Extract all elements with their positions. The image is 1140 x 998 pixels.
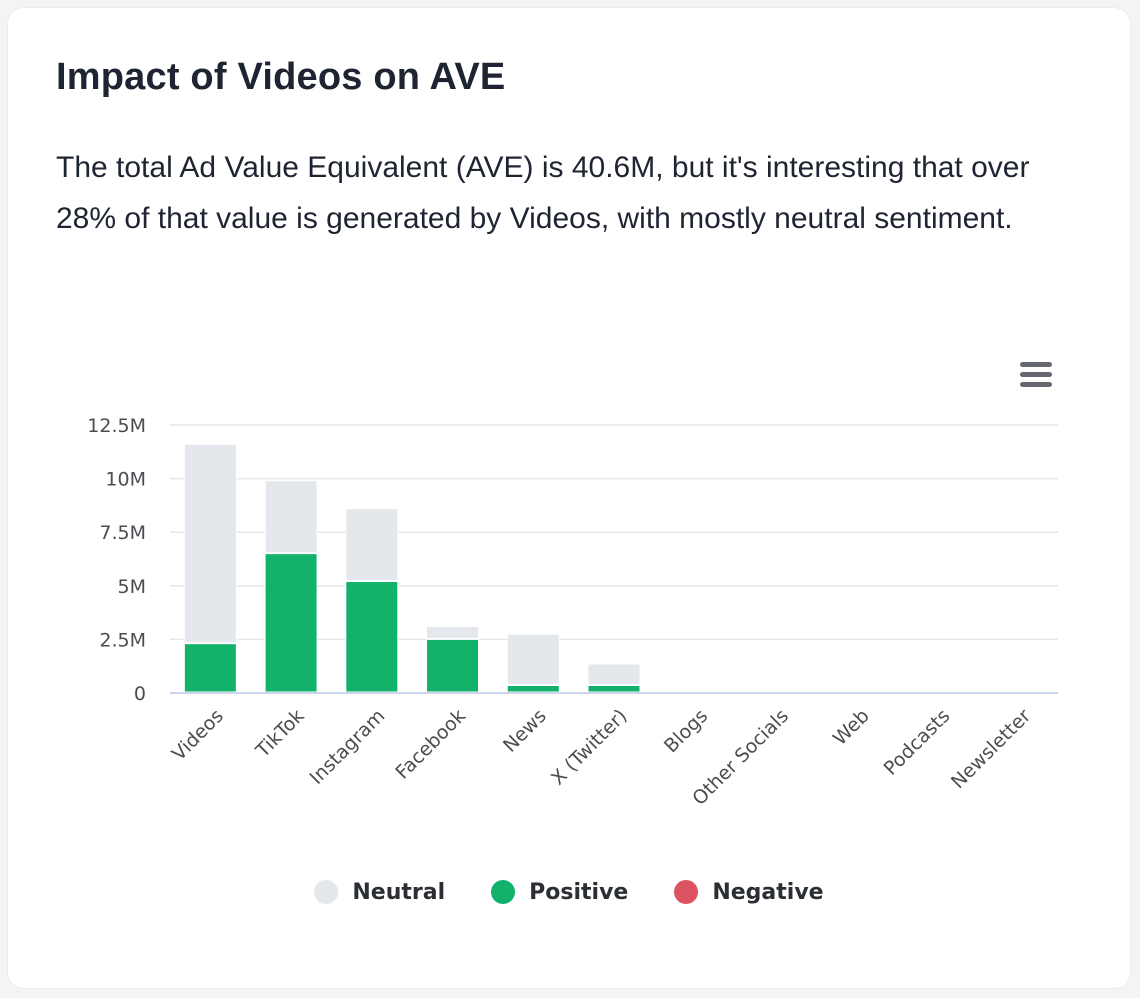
bar-positive[interactable] [345, 581, 399, 693]
y-tick-label: 0 [134, 683, 146, 705]
x-tick-label: TikTok [251, 705, 308, 762]
x-tick-label: Web [829, 705, 874, 750]
legend-label: Negative [712, 879, 824, 905]
legend-item-positive[interactable]: Positive [491, 880, 628, 905]
bars [183, 443, 641, 693]
grid-lines [170, 424, 1058, 641]
bar-positive[interactable] [426, 638, 480, 693]
card-title: Impact of Videos on AVE [56, 56, 506, 98]
x-tick-label: News [499, 705, 551, 757]
bar-positive[interactable] [506, 684, 560, 693]
legend-swatch [314, 880, 339, 904]
y-tick-label: 12.5M [87, 415, 146, 437]
bar-neutral[interactable] [587, 663, 641, 685]
bar-neutral[interactable] [506, 633, 560, 685]
bar-neutral[interactable] [264, 480, 318, 554]
x-tick-label: Instagram [305, 705, 389, 789]
hamburger-menu-icon [1020, 362, 1052, 367]
x-tick-label: Facebook [391, 705, 470, 784]
x-tick-label: Blogs [660, 705, 712, 757]
bar-positive[interactable] [264, 553, 318, 693]
bar-positive[interactable] [587, 684, 641, 693]
legend-swatch [674, 880, 699, 904]
chart-menu-button[interactable] [1014, 352, 1058, 396]
legend-item-neutral[interactable]: Neutral [314, 880, 445, 905]
bar-neutral[interactable] [183, 443, 237, 644]
y-tick-label: 5M [118, 576, 146, 598]
card-description: The total Ad Value Equivalent (AVE) is 4… [56, 151, 1030, 235]
hamburger-menu-icon-bar [1020, 372, 1052, 377]
legend-swatch [491, 880, 516, 904]
legend-item-negative[interactable]: Negative [674, 879, 824, 905]
y-tick-label: 7.5M [99, 522, 146, 544]
y-tick-label: 2.5M [99, 629, 146, 651]
hamburger-menu-icon-bar [1020, 382, 1052, 387]
bar-neutral[interactable] [345, 508, 399, 582]
x-tick-label: Videos [168, 705, 228, 765]
x-tick-label: Newsletter [947, 705, 1035, 793]
bar-positive[interactable] [183, 643, 237, 693]
x-tick-label: X (Twitter) [547, 705, 632, 790]
bar-neutral[interactable] [426, 626, 480, 639]
legend-label: Neutral [352, 879, 446, 905]
x-tick-label: Podcasts [880, 705, 955, 780]
stacked-bar-chart: 0 2.5M 5M 7.5M 10M 12.5M Videos TikTokInstagram… [87, 415, 1058, 810]
y-tick-label: 10M [105, 469, 146, 491]
chart-card: Impact of Videos on AVE The total Ad Val… [8, 8, 1130, 988]
chart-legend: Neutral Positive Negative [8, 872, 1130, 912]
legend-label: Positive [529, 879, 629, 905]
